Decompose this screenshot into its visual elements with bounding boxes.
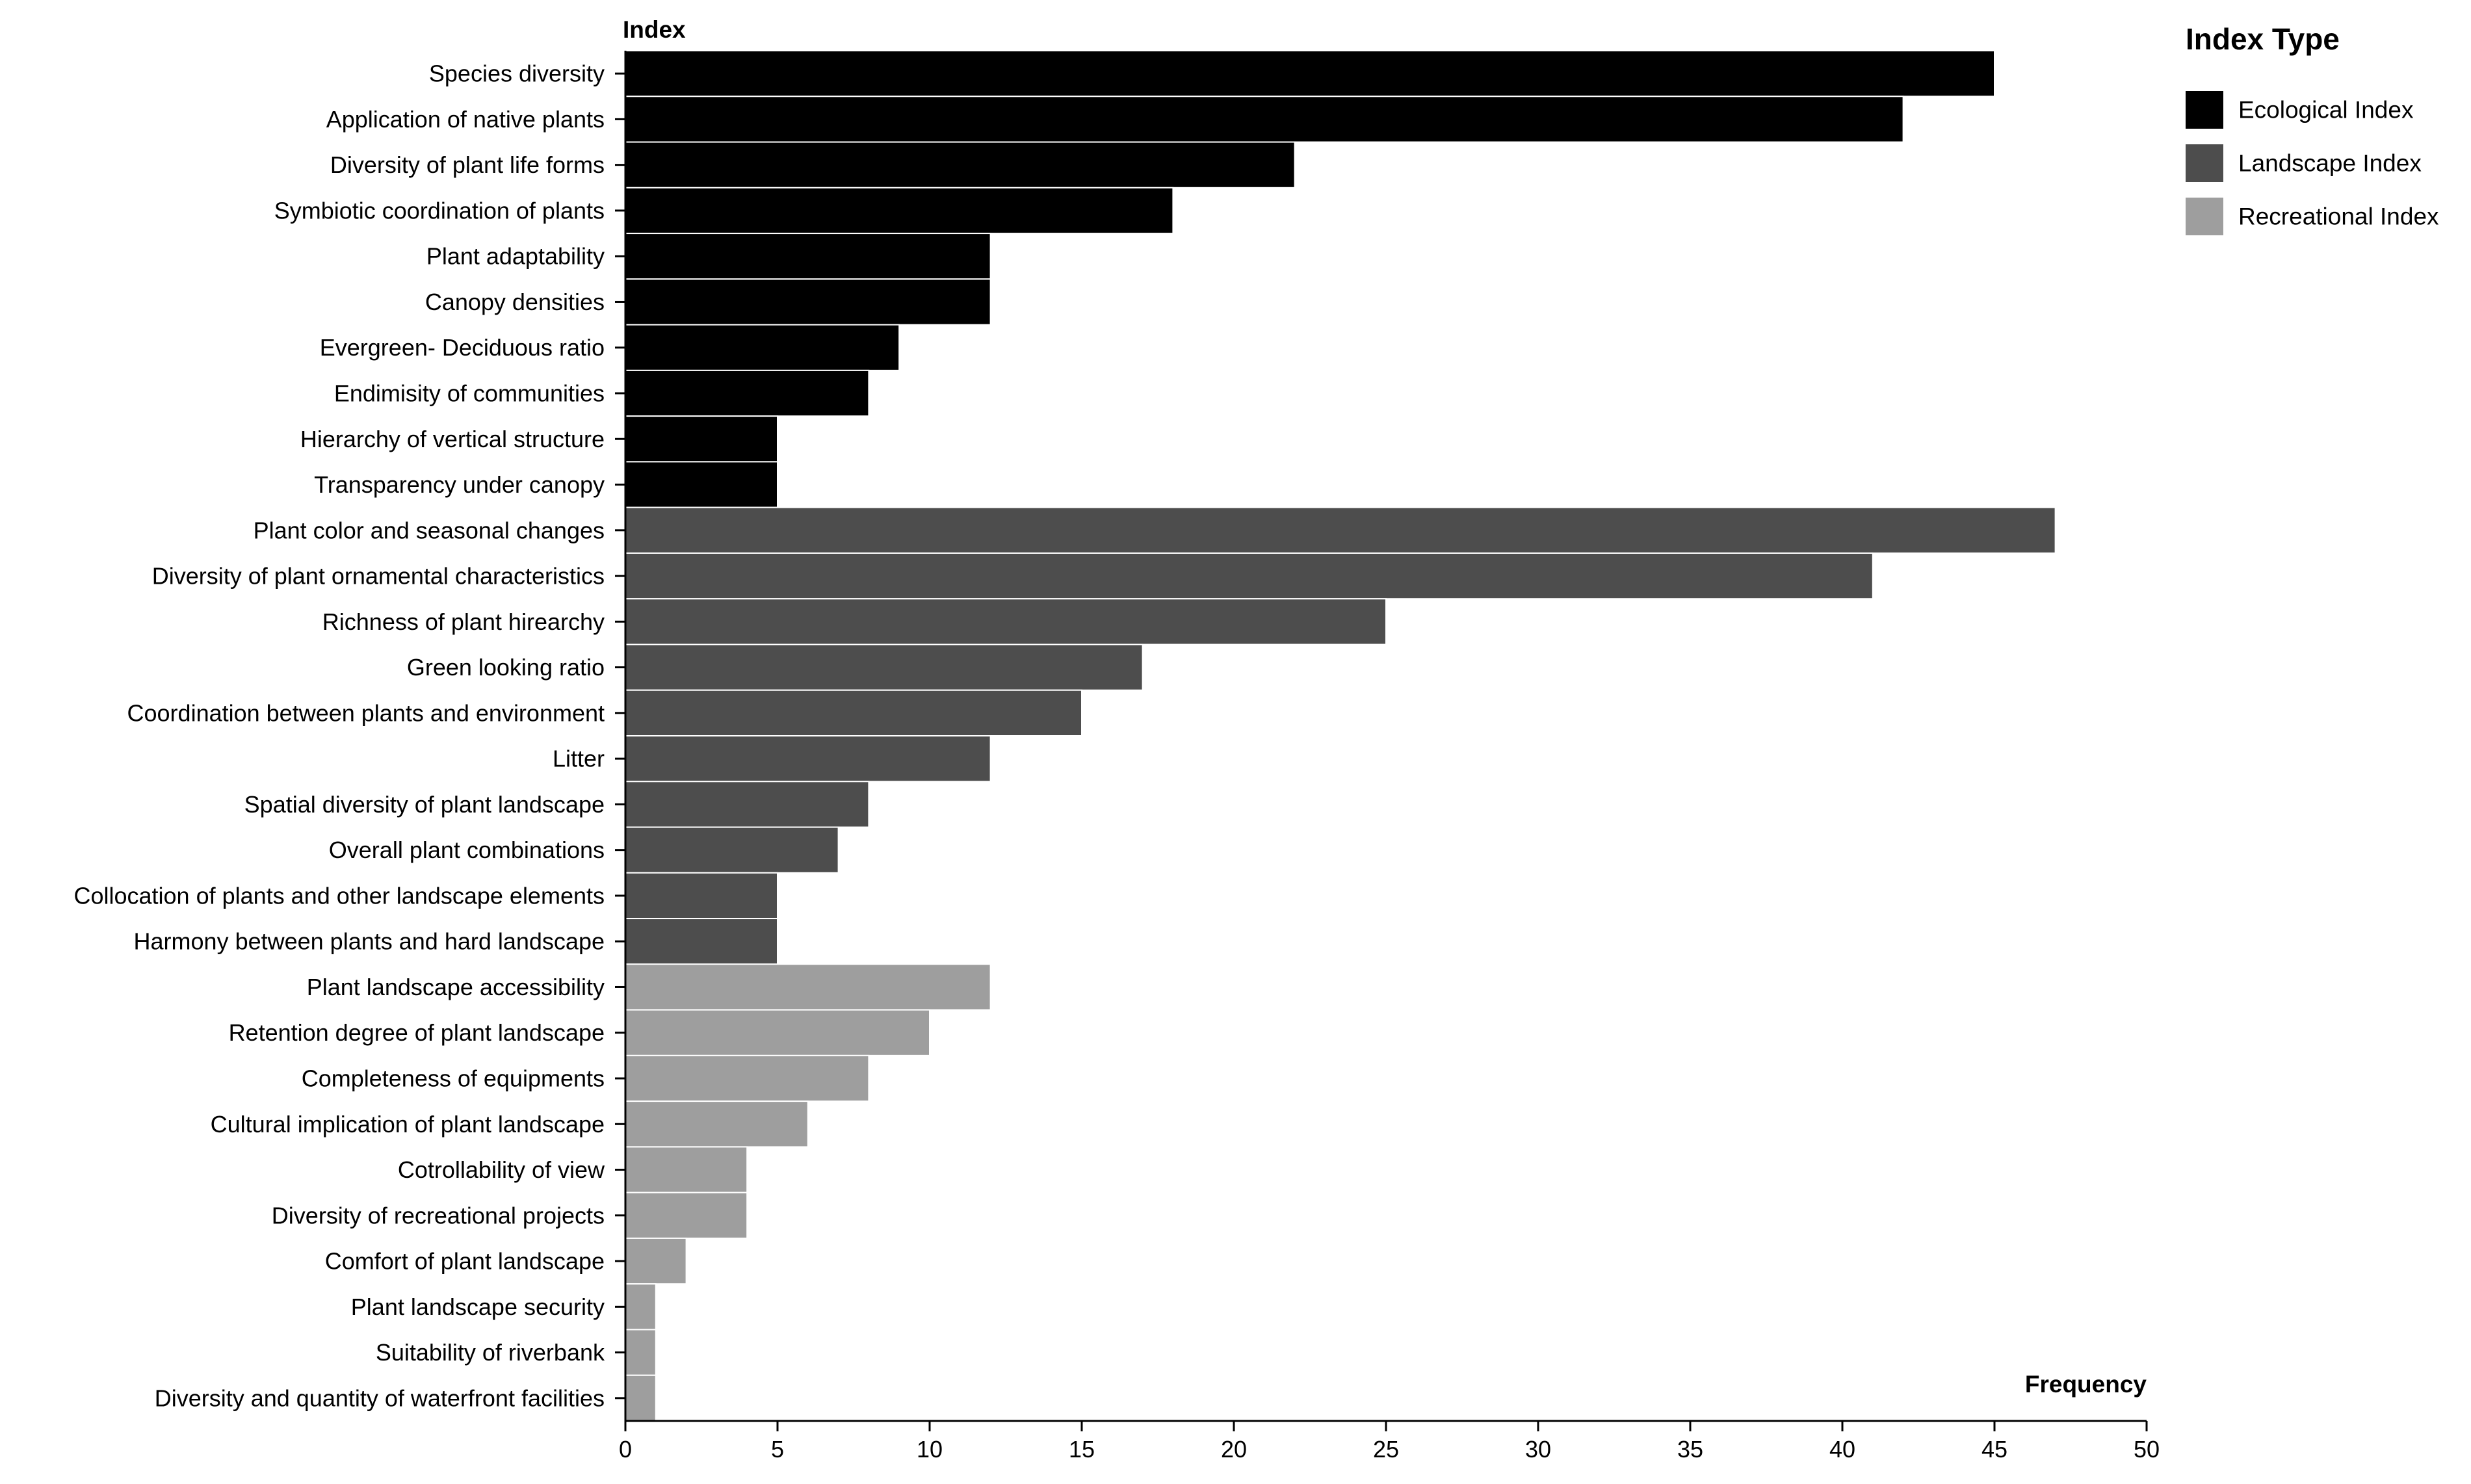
legend-swatch-ecological-index bbox=[2186, 91, 2223, 129]
y-tick-label: Symbiotic coordination of plants bbox=[274, 197, 605, 224]
y-axis-title: Index bbox=[623, 16, 686, 43]
y-tick-label: Richness of plant hirearchy bbox=[322, 608, 605, 635]
y-tick-label: Harmony between plants and hard landscap… bbox=[134, 928, 605, 955]
x-tick-label: 50 bbox=[2134, 1436, 2160, 1463]
bar-collocation-of-plants-and-other-landscape-elements bbox=[625, 872, 778, 920]
bar-diversity-of-plant-ornamental-characteristics bbox=[625, 552, 1874, 600]
legend-label-recreational-index: Recreational Index bbox=[2238, 203, 2439, 230]
bar-species-diversity bbox=[625, 50, 1995, 98]
y-tick-label: Cotrollability of view bbox=[398, 1156, 605, 1183]
y-tick-label: Species diversity bbox=[429, 60, 605, 87]
y-tick-label: Diversity of plant ornamental characteri… bbox=[152, 563, 605, 590]
bar-evergreen-deciduous-ratio bbox=[625, 324, 900, 371]
bar-completeness-of-equipments bbox=[625, 1054, 870, 1102]
y-tick-label: Plant color and seasonal changes bbox=[254, 517, 605, 543]
bar-litter bbox=[625, 735, 991, 783]
x-tick-label: 35 bbox=[1677, 1436, 1703, 1463]
y-tick-label: Evergreen- Deciduous ratio bbox=[320, 334, 605, 361]
bar-application-of-native-plants bbox=[625, 96, 1904, 143]
x-tick-label: 5 bbox=[771, 1436, 784, 1463]
y-tick-label: Cultural implication of plant landscape bbox=[211, 1111, 605, 1138]
x-tick-label: 10 bbox=[917, 1436, 943, 1463]
y-tick-label: Application of native plants bbox=[326, 106, 605, 133]
legend-swatch-recreational-index bbox=[2186, 198, 2223, 235]
bar-cultural-implication-of-plant-landscape bbox=[625, 1100, 809, 1148]
y-tick-label: Coordination between plants and environm… bbox=[127, 699, 605, 726]
bar-plant-landscape-security bbox=[625, 1283, 657, 1331]
bar-transparency-under-canopy bbox=[625, 461, 778, 508]
bar-richness-of-plant-hirearchy bbox=[625, 598, 1387, 645]
bar-coordination-between-plants-and-environment bbox=[625, 689, 1082, 736]
y-tick-label: Canopy densities bbox=[425, 289, 605, 315]
y-tick-label: Suitability of riverbank bbox=[376, 1339, 605, 1366]
bar-green-looking-ratio bbox=[625, 644, 1144, 691]
y-tick-label: Completeness of equipments bbox=[302, 1065, 605, 1092]
legend-swatch-landscape-index bbox=[2186, 144, 2223, 182]
legend-label-ecological-index: Ecological Index bbox=[2238, 97, 2414, 124]
y-tick-label: Diversity of plant life forms bbox=[330, 151, 605, 178]
bar-symbiotic-coordination-of-plants bbox=[625, 187, 1174, 235]
bar-plant-color-and-seasonal-changes bbox=[625, 506, 2056, 554]
bar-cotrollability-of-view bbox=[625, 1146, 748, 1193]
x-tick-label: 30 bbox=[1525, 1436, 1551, 1463]
bar-diversity-of-recreational-projects bbox=[625, 1191, 748, 1239]
legend-title: Index Type bbox=[2186, 22, 2340, 56]
bar-comfort-of-plant-landscape bbox=[625, 1237, 687, 1285]
x-tick-label: 25 bbox=[1373, 1436, 1399, 1463]
bar-overall-plant-combinations bbox=[625, 826, 839, 874]
y-tick-label: Overall plant combinations bbox=[329, 837, 605, 863]
y-tick-label: Collocation of plants and other landscap… bbox=[73, 882, 605, 909]
y-tick-label: Diversity of recreational projects bbox=[272, 1202, 605, 1229]
y-tick-label: Plant landscape security bbox=[351, 1294, 605, 1320]
y-tick-label: Transparency under canopy bbox=[314, 471, 605, 498]
y-tick-label: Diversity and quantity of waterfront fac… bbox=[155, 1385, 605, 1411]
x-tick-label: 20 bbox=[1221, 1436, 1247, 1463]
bar-suitability-of-riverbank bbox=[625, 1329, 657, 1376]
bar-plant-adaptability bbox=[625, 233, 991, 280]
legend-entries: Ecological Index Landscape Index Recreatio… bbox=[2186, 91, 2439, 235]
x-axis: 0 5 10 15 20 25 30 35 40 45 50 bbox=[619, 1420, 2160, 1463]
bar-harmony-between-plants-and-hard-landscape bbox=[625, 918, 778, 965]
bar-retention-degree-of-plant-landscape bbox=[625, 1009, 930, 1056]
x-tick-label: 15 bbox=[1069, 1436, 1095, 1463]
y-tick-label: Green looking ratio bbox=[407, 654, 605, 681]
bars-group bbox=[625, 50, 2056, 1422]
y-tick-label: Hierarchy of vertical structure bbox=[300, 426, 605, 452]
y-tick-label: Endimisity of communities bbox=[334, 380, 605, 407]
y-tick-label: Litter bbox=[553, 746, 605, 772]
y-tick-label: Plant landscape accessibility bbox=[307, 974, 605, 1000]
x-tick-label: 40 bbox=[1829, 1436, 1855, 1463]
y-tick-label: Comfort of plant landscape bbox=[325, 1248, 605, 1275]
bar-canopy-densities bbox=[625, 278, 991, 326]
bar-diversity-of-plant-life-forms bbox=[625, 141, 1296, 189]
y-tick-label: Plant adaptability bbox=[426, 243, 605, 270]
x-axis-title: Frequency bbox=[2025, 1371, 2147, 1398]
bar-plant-landscape-accessibility bbox=[625, 963, 991, 1011]
legend-label-landscape-index: Landscape Index bbox=[2238, 150, 2422, 177]
bar-endimisity-of-communities bbox=[625, 369, 870, 417]
legend: Index Type Ecological Index Landscape Ind… bbox=[2186, 22, 2439, 235]
bar-hierarchy-of-vertical-structure bbox=[625, 415, 778, 463]
bar-diversity-and-quantity-of-waterfront-facilities bbox=[625, 1374, 657, 1422]
y-axis: Species diversity Application of native p… bbox=[73, 51, 627, 1421]
bar-spatial-diversity-of-plant-landscape bbox=[625, 781, 870, 828]
y-tick-label: Retention degree of plant landscape bbox=[229, 1019, 605, 1046]
x-tick-label: 0 bbox=[619, 1436, 632, 1463]
x-tick-label: 45 bbox=[1981, 1436, 2007, 1463]
y-tick-label: Spatial diversity of plant landscape bbox=[244, 791, 605, 818]
